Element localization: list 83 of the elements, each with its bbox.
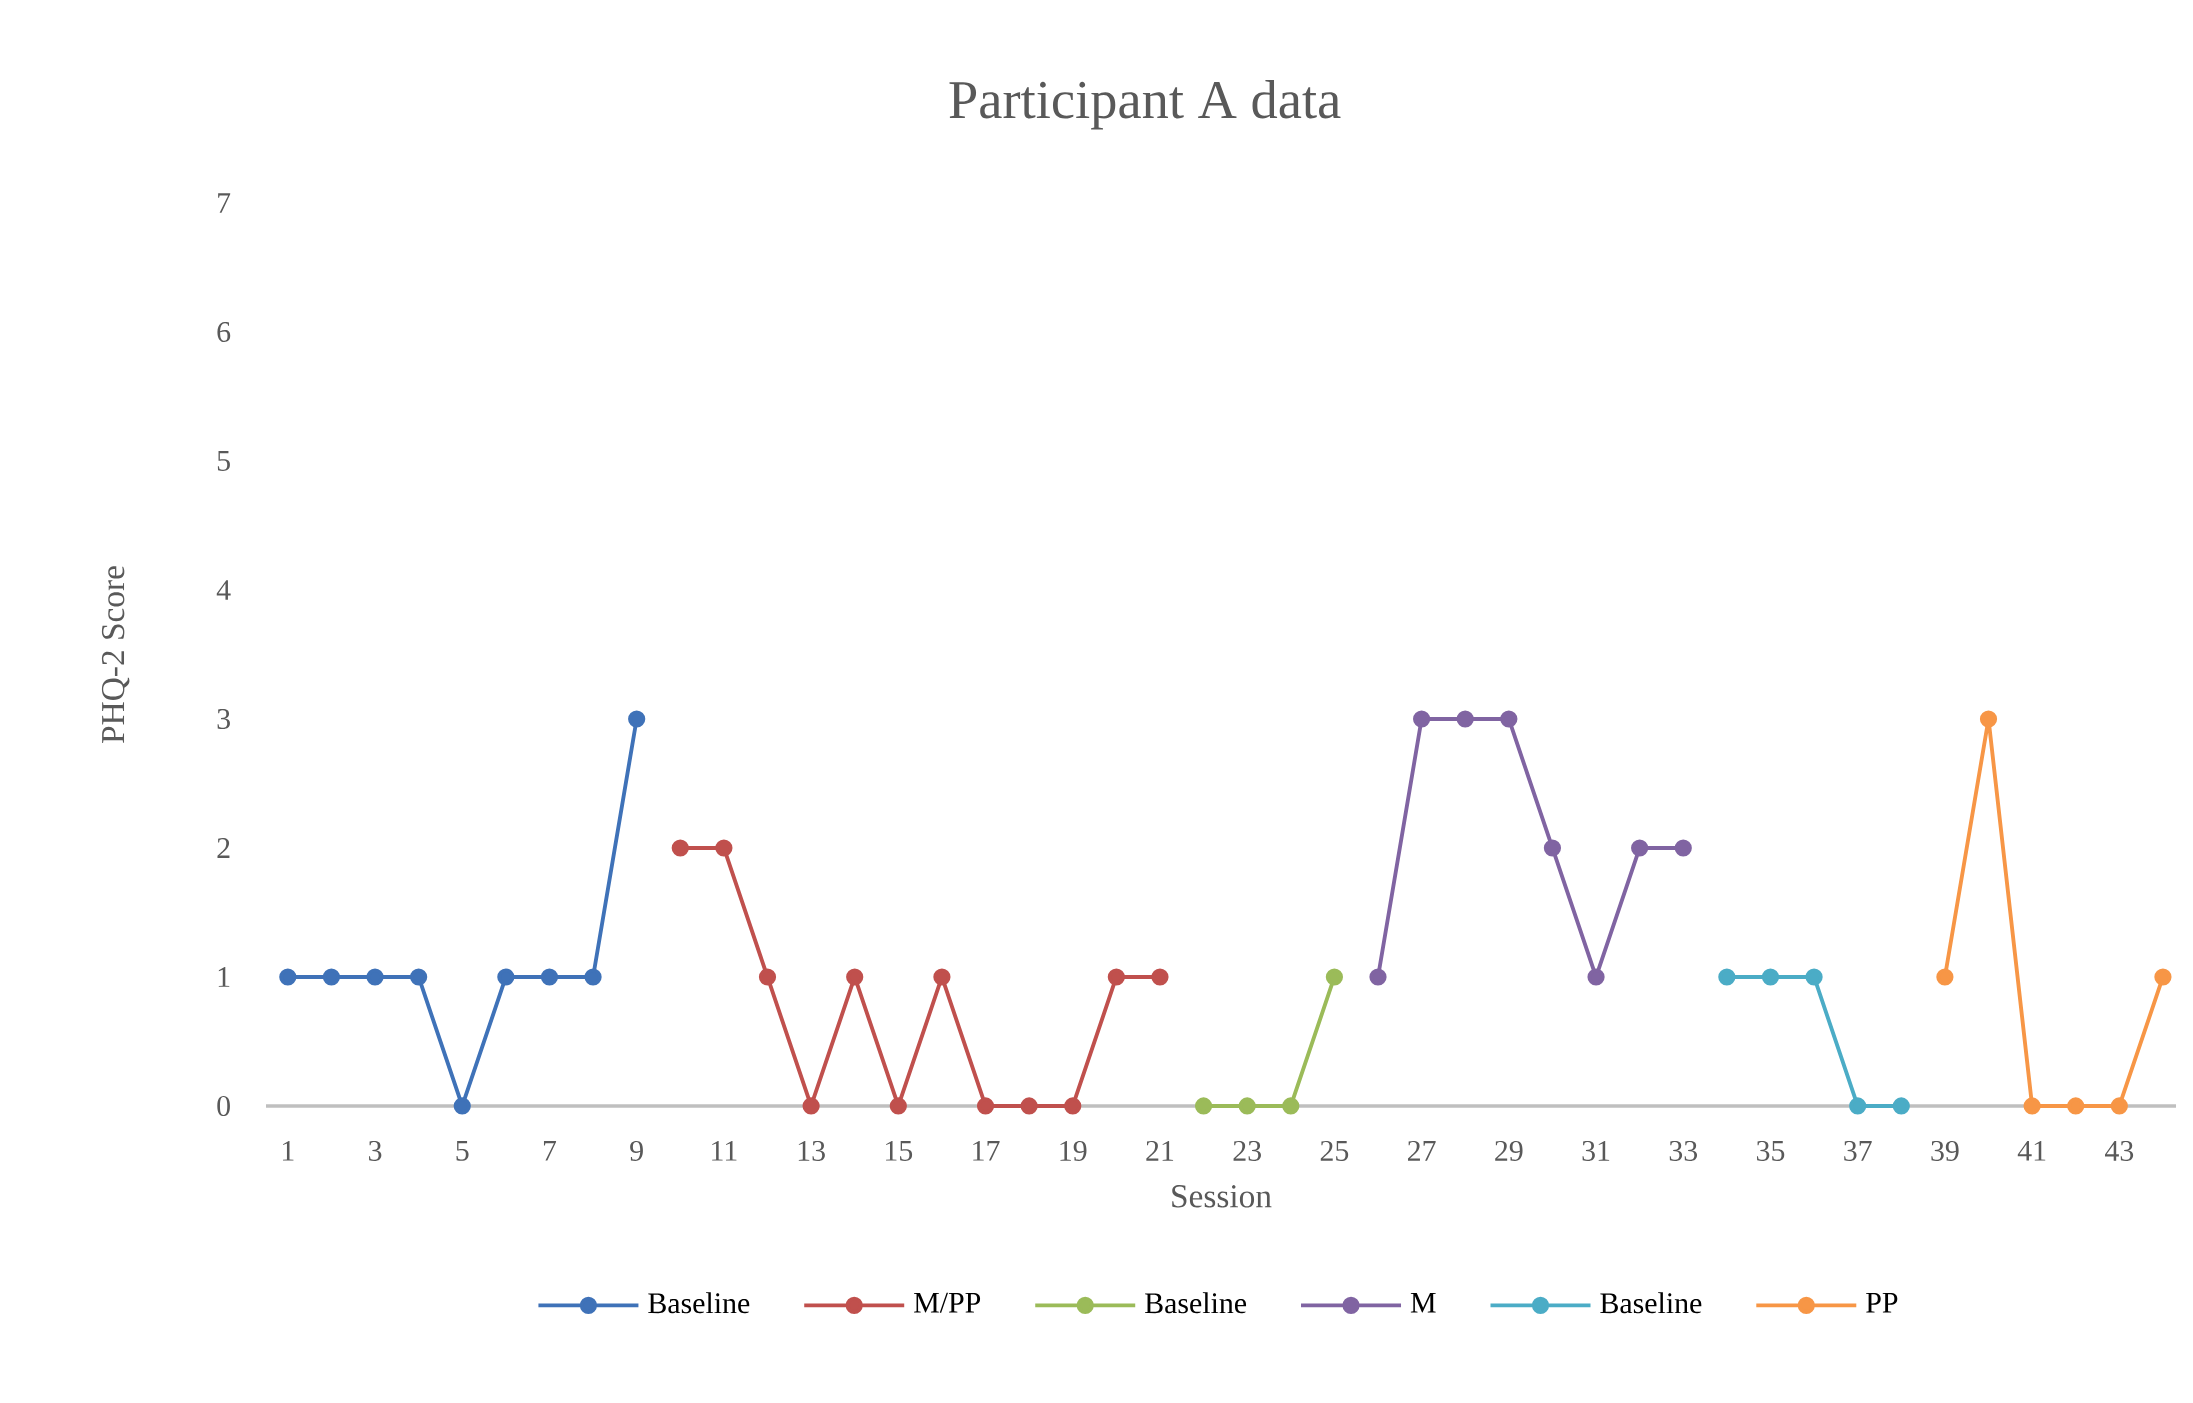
y-tick-label: 0	[217, 1095, 230, 1117]
x-tick-label: 39	[1931, 1140, 1959, 1161]
x-tick-label: 23	[1233, 1140, 1261, 1161]
x-tick-label: 19	[1060, 1140, 1087, 1161]
legend-label: PP	[1866, 1292, 1898, 1313]
point	[846, 968, 864, 986]
point	[2110, 1097, 2128, 1115]
legend-label: M	[1410, 1292, 1436, 1313]
point	[1674, 839, 1692, 857]
x-tick-label: 1	[282, 1140, 294, 1161]
x-tick-label: 21	[1146, 1140, 1174, 1161]
point	[2067, 1097, 2085, 1115]
x-tick-label: 11	[712, 1140, 737, 1161]
chart-title: Participant A data	[949, 80, 1341, 130]
point	[1238, 1097, 1256, 1115]
x-tick-label: 43	[2105, 1140, 2134, 1161]
point	[1631, 839, 1649, 857]
y-tick-label: 6	[217, 321, 231, 343]
point	[497, 968, 515, 986]
point	[1325, 968, 1344, 986]
x-tick-label: 9	[630, 1140, 643, 1161]
point	[1805, 968, 1823, 986]
point	[279, 968, 297, 986]
x-tick-label: 5	[456, 1140, 469, 1161]
x-tick-label: 25	[1320, 1140, 1349, 1161]
point	[1761, 968, 1780, 986]
x-tick-label: 37	[1844, 1140, 1872, 1161]
x-tick-label: 31	[1582, 1140, 1610, 1161]
point	[1936, 968, 1954, 986]
point	[2154, 968, 2172, 986]
y-tick-label: 3	[217, 708, 230, 730]
point	[1369, 968, 1387, 986]
point	[1718, 968, 1736, 986]
y-axis-title: PHQ-2 Score	[101, 566, 130, 744]
point	[1151, 968, 1169, 986]
legend-label: Baseline	[648, 1292, 750, 1314]
point	[628, 710, 646, 728]
point	[584, 968, 602, 986]
y-tick-label: 5	[217, 451, 230, 471]
legend-label: Baseline	[1600, 1292, 1702, 1314]
x-tick-label: 15	[886, 1140, 913, 1161]
point	[1979, 710, 1998, 728]
x-tick-label: 29	[1495, 1140, 1523, 1161]
x-axis-title: Session	[1172, 1185, 1272, 1208]
x-tick-label: 27	[1407, 1140, 1436, 1161]
point	[1194, 1097, 1213, 1115]
point	[1587, 968, 1605, 986]
point	[410, 968, 428, 986]
x-tick-label: 35	[1756, 1140, 1785, 1161]
x-tick-label: 13	[798, 1140, 825, 1161]
x-tick-label: 41	[2017, 1140, 2046, 1161]
x-tick-label: 33	[1669, 1140, 1698, 1161]
point	[889, 1097, 907, 1115]
point	[1020, 1097, 1038, 1115]
point	[1107, 968, 1125, 986]
point	[976, 1097, 995, 1115]
point	[1543, 839, 1562, 857]
point	[540, 968, 559, 986]
point	[453, 1097, 471, 1115]
point	[1892, 1097, 1910, 1115]
point	[1456, 710, 1474, 728]
point	[802, 1097, 820, 1115]
point	[1500, 710, 1518, 728]
x-tick-label: 17	[973, 1140, 1000, 1161]
y-tick-label: 7	[218, 193, 231, 213]
point	[715, 839, 733, 857]
legend-label: M/PP	[914, 1292, 981, 1313]
y-tick-label: 2	[217, 838, 230, 858]
legend-label: Baseline	[1145, 1292, 1247, 1314]
x-tick-label: 3	[368, 1140, 382, 1161]
x-tick-label: 7	[543, 1140, 557, 1161]
point	[322, 968, 341, 986]
point	[1849, 1097, 1867, 1115]
y-tick-label: 4	[216, 580, 231, 600]
point	[933, 968, 951, 986]
point	[758, 968, 777, 986]
point	[2023, 1097, 2041, 1115]
y-tick-label: 1	[218, 967, 230, 987]
point	[1413, 710, 1431, 728]
point	[366, 968, 384, 986]
point	[1282, 1097, 1300, 1115]
point	[1064, 1097, 1082, 1115]
point	[671, 839, 689, 857]
